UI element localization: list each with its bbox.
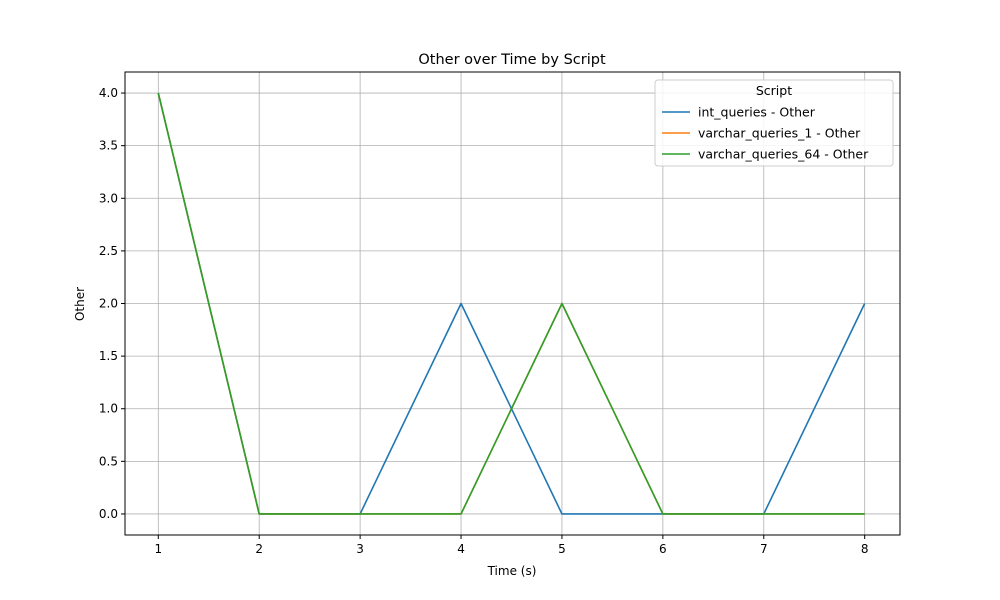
y-tick-label: 4.0 xyxy=(99,86,118,100)
x-tick-label: 4 xyxy=(457,542,465,556)
legend-label-0: int_queries - Other xyxy=(698,105,816,120)
x-tick-label: 8 xyxy=(861,542,869,556)
x-axis-label: Time (s) xyxy=(487,564,537,578)
legend-label-2: varchar_queries_64 - Other xyxy=(698,147,869,162)
y-tick-label: 0.5 xyxy=(99,454,118,468)
y-tick-label: 1.5 xyxy=(99,349,118,363)
chart-title: Other over Time by Script xyxy=(418,52,606,68)
y-tick-label: 0.0 xyxy=(99,507,118,521)
legend-title: Script xyxy=(756,83,792,98)
legend-label-1: varchar_queries_1 - Other xyxy=(698,126,861,141)
y-tick-label: 1.0 xyxy=(99,402,118,416)
x-tick-label: 2 xyxy=(255,542,263,556)
axis-ticks: 1 2 3 4 5 6 7 8 0.0 0.5 1.0 1.5 2.0 2.5 3.0 3.5 4.0 xyxy=(99,86,869,556)
series-lines xyxy=(157,92,866,515)
x-tick-label: 6 xyxy=(659,542,667,556)
y-tick-label: 3.5 xyxy=(99,139,118,153)
x-tick-label: 3 xyxy=(356,542,364,556)
x-tick-label: 5 xyxy=(558,542,566,556)
y-tick-label: 2.5 xyxy=(99,244,118,258)
x-tick-label: 7 xyxy=(760,542,768,556)
y-axis-label: Other xyxy=(73,287,87,321)
y-tick-label: 2.0 xyxy=(99,297,118,311)
y-tick-label: 3.0 xyxy=(99,191,118,205)
x-tick-label: 1 xyxy=(154,542,162,556)
legend-box xyxy=(654,79,894,167)
legend: Script int_queries - Other varchar_querie… xyxy=(654,79,894,167)
series-line-2 xyxy=(157,92,865,515)
